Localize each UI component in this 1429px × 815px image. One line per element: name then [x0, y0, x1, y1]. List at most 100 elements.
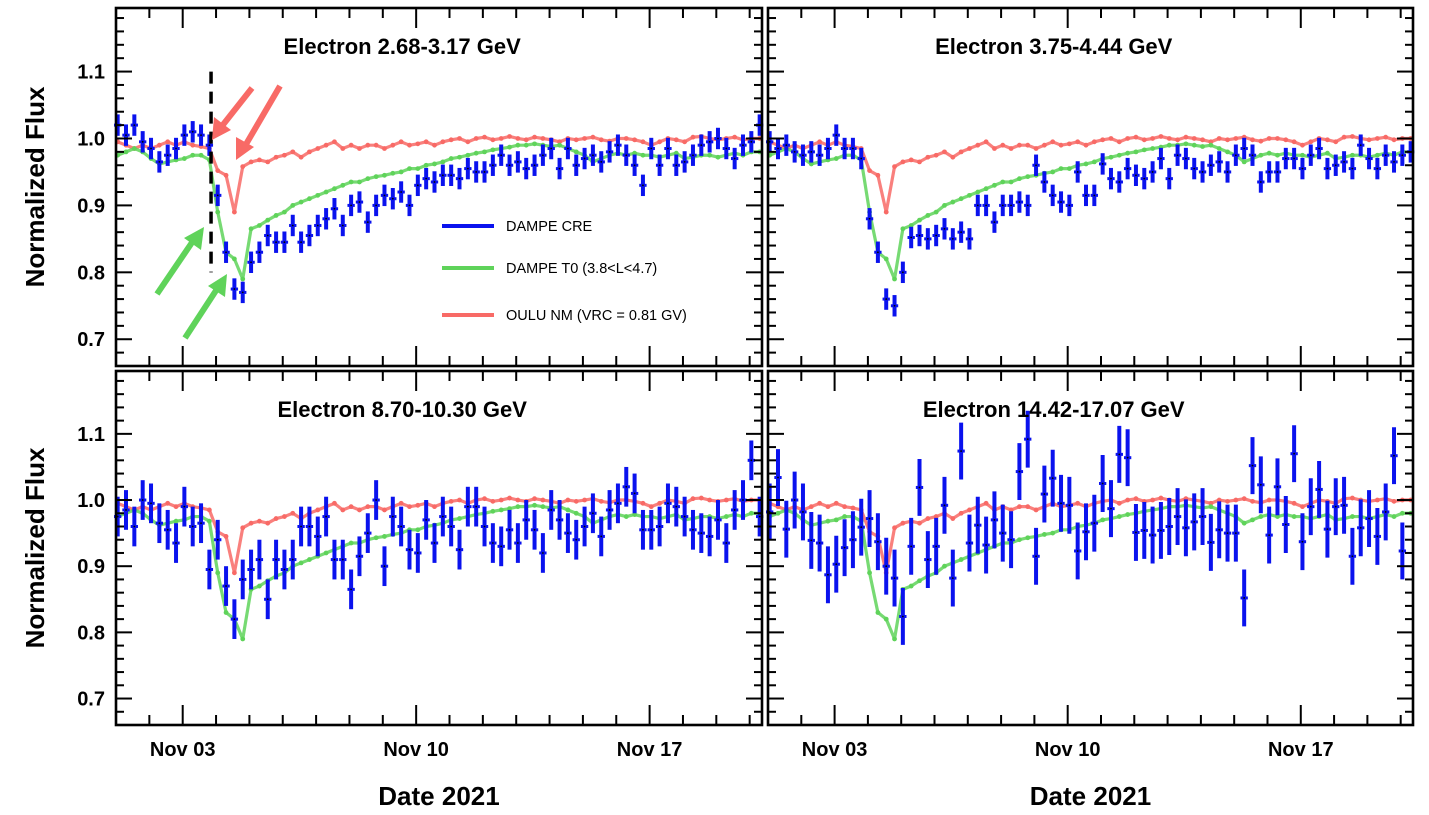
dampe-cre-center	[985, 544, 988, 546]
oulu-nm-point	[165, 139, 171, 145]
dampe-cre-point	[455, 167, 464, 190]
dampe-t0-point	[833, 156, 839, 161]
dampe-cre-point	[874, 241, 882, 263]
dampe-cre-point	[790, 471, 799, 529]
dampe-cre-point	[1098, 153, 1107, 175]
dampe-cre-center	[1085, 530, 1087, 533]
dampe-cre-center	[1318, 147, 1320, 150]
dampe-cre-center	[1326, 167, 1329, 170]
dampe-cre-center	[1384, 154, 1387, 157]
dampe-cre-point	[1190, 157, 1198, 180]
dampe-cre-center	[466, 505, 469, 508]
oulu-nm-point	[423, 139, 429, 145]
dampe-cre-point	[1049, 184, 1057, 207]
dampe-cre-center	[550, 509, 553, 511]
dampe-cre-point	[739, 480, 747, 520]
dampe-cre-point	[907, 517, 915, 575]
dampe-t0-point	[1066, 166, 1072, 171]
dampe-cre-point	[915, 459, 924, 516]
oulu-nm-point	[290, 510, 296, 516]
oulu-nm-point	[240, 164, 246, 169]
oulu-nm-point	[682, 139, 688, 145]
dampe-cre-point	[1373, 157, 1382, 180]
oulu-nm-point	[307, 149, 312, 155]
dampe-cre-center	[141, 140, 144, 143]
dampe-cre-point	[1115, 425, 1123, 483]
dampe-cre-point	[965, 514, 974, 572]
dampe-t0-point	[1258, 514, 1264, 519]
dampe-cre-center	[125, 509, 127, 511]
dampe-cre-center	[951, 237, 954, 240]
oulu-nm-point	[1300, 504, 1305, 510]
dampe-cre-point	[605, 490, 614, 530]
oulu-nm-point	[382, 146, 387, 151]
dampe-t0-point	[298, 560, 304, 566]
panel-2-series	[766, 124, 1415, 317]
dampe-cre-point	[364, 211, 372, 233]
dampe-t0-point	[1150, 146, 1156, 151]
oulu-nm-point	[967, 507, 972, 513]
dampe-cre-point	[347, 194, 355, 217]
dampe-t0-point	[632, 150, 638, 156]
dampe-cre-point	[1315, 137, 1323, 160]
dampe-cre-point	[1148, 161, 1157, 183]
oulu-nm-point	[282, 152, 287, 158]
dampe-cre-point	[957, 422, 965, 480]
dampe-cre-center	[1185, 157, 1187, 160]
dampe-cre-point	[1240, 137, 1248, 160]
oulu-nm-point	[1008, 146, 1014, 151]
oulu-nm-line	[117, 134, 760, 214]
dampe-cre-center	[550, 147, 553, 150]
dampe-t0-point	[348, 540, 354, 546]
oulu-nm-point	[1191, 136, 1197, 141]
dampe-cre-point	[264, 224, 272, 247]
dampe-cre-center	[416, 552, 419, 554]
dampe-cre-center	[1051, 477, 1054, 480]
dampe-t0-point	[457, 516, 462, 521]
oulu-nm-point	[842, 504, 847, 510]
dampe-cre-point	[389, 496, 397, 537]
dampe-cre-point	[1132, 164, 1140, 186]
oulu-nm-point	[398, 139, 404, 145]
dampe-t0-point	[1208, 142, 1214, 148]
dampe-cre-center	[533, 528, 536, 531]
dampe-cre-center	[827, 573, 829, 576]
oulu-nm-point	[173, 504, 179, 510]
dampe-cre-point	[122, 124, 130, 146]
oulu-nm-point	[1183, 134, 1189, 140]
dampe-cre-center	[291, 558, 294, 561]
dampe-cre-center	[625, 154, 628, 157]
dampe-cre-point	[164, 144, 172, 166]
dampe-cre-center	[250, 261, 252, 264]
dampe-cre-center	[1026, 204, 1029, 207]
dampe-cre-point	[714, 500, 722, 540]
dampe-cre-center	[802, 154, 804, 157]
oulu-nm-point	[348, 504, 354, 510]
dampe-cre-point	[1090, 494, 1098, 552]
dampe-cre-center	[1051, 194, 1054, 197]
oulu-nm-point	[640, 500, 646, 506]
dampe-cre-point	[1057, 474, 1065, 532]
dampe-cre-center	[1110, 177, 1112, 180]
dampe-cre-point	[672, 486, 680, 527]
dampe-cre-point	[799, 144, 807, 166]
dampe-cre-point	[147, 137, 155, 160]
dampe-cre-point	[857, 147, 865, 170]
dampe-cre-point	[1007, 511, 1015, 569]
oulu-nm-point	[231, 570, 237, 576]
dampe-cre-center	[1118, 181, 1121, 183]
dampe-cre-center	[1243, 147, 1246, 150]
oulu-nm-point	[942, 149, 947, 155]
oulu-nm-point	[348, 142, 354, 148]
dampe-cre-center	[516, 542, 519, 544]
oulu-nm-point	[817, 500, 823, 506]
dampe-cre-point	[932, 224, 940, 247]
dampe-t0-point	[1349, 152, 1355, 158]
dampe-t0-point	[1225, 149, 1230, 155]
dampe-t0-point	[883, 256, 889, 262]
dampe-cre-center	[650, 147, 653, 150]
oulu-nm-point	[1208, 500, 1214, 506]
dampe-cre-center	[1168, 525, 1171, 528]
dampe-cre-center	[191, 525, 194, 528]
oulu-nm-point	[900, 159, 906, 165]
